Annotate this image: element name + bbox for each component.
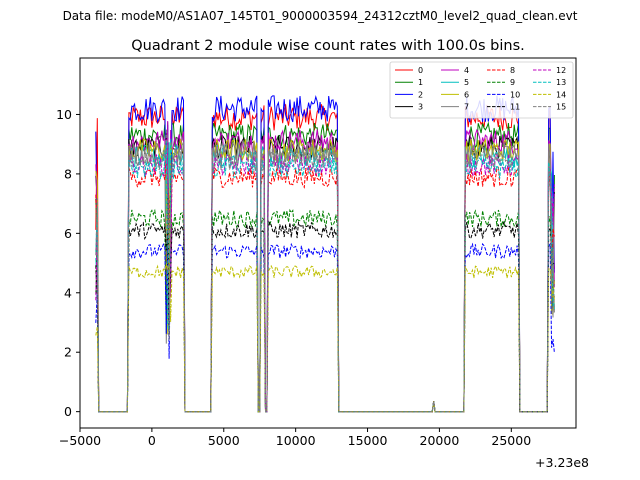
x-tick-label: 20000 (420, 433, 460, 448)
legend-label-11: 11 (510, 103, 520, 112)
legend-label-4: 4 (464, 66, 469, 75)
chart-suptitle: Data file: modeM0/AS1A07_145T01_90000035… (63, 9, 578, 23)
legend-label-15: 15 (556, 103, 566, 112)
y-tick-label: 6 (64, 226, 72, 241)
chart-title: Quadrant 2 module wise count rates with … (131, 38, 525, 54)
x-tick-label: 15000 (348, 433, 388, 448)
y-tick-label: 4 (64, 285, 72, 300)
legend-label-14: 14 (556, 90, 566, 99)
series-line-11 (95, 220, 555, 413)
series-line-13 (95, 138, 555, 413)
series-line-6 (95, 137, 555, 413)
legend-label-7: 7 (464, 103, 469, 112)
y-tick-label: 10 (56, 107, 72, 122)
series-line-10 (95, 242, 555, 413)
legend-box (389, 61, 574, 119)
series-line-15 (95, 128, 555, 413)
legend-label-0: 0 (418, 66, 423, 75)
x-tick-label: 10000 (276, 433, 316, 448)
y-tick-label: 0 (64, 404, 72, 419)
y-tick-label: 8 (64, 166, 72, 181)
legend-label-3: 3 (418, 103, 423, 112)
series-line-9 (95, 195, 555, 413)
axes-ticks: −5000 0 5000 10000 15000 20000 25000 0 2 4 6 8 10 (56, 107, 531, 448)
legend-label-2: 2 (418, 90, 423, 99)
legend-label-1: 1 (418, 78, 423, 87)
legend-label-5: 5 (464, 78, 469, 87)
x-offset-label: +3.23e8 (535, 455, 589, 470)
x-tick-label: 5000 (208, 433, 240, 448)
x-tick-label: 0 (148, 433, 156, 448)
legend-label-8: 8 (510, 66, 515, 75)
plot-lines (95, 95, 555, 413)
y-tick-label: 2 (64, 345, 72, 360)
series-line-8 (95, 161, 555, 413)
series-line-14 (95, 262, 555, 413)
legend-label-10: 10 (510, 90, 520, 99)
axes-frame (79, 57, 577, 429)
legend-label-13: 13 (556, 78, 566, 87)
legend-label-6: 6 (464, 90, 469, 99)
legend-label-12: 12 (556, 66, 566, 75)
x-tick-label: −5000 (59, 433, 101, 448)
series-line-7 (95, 140, 555, 413)
legend-label-9: 9 (510, 78, 515, 87)
x-tick-label: 25000 (491, 433, 531, 448)
